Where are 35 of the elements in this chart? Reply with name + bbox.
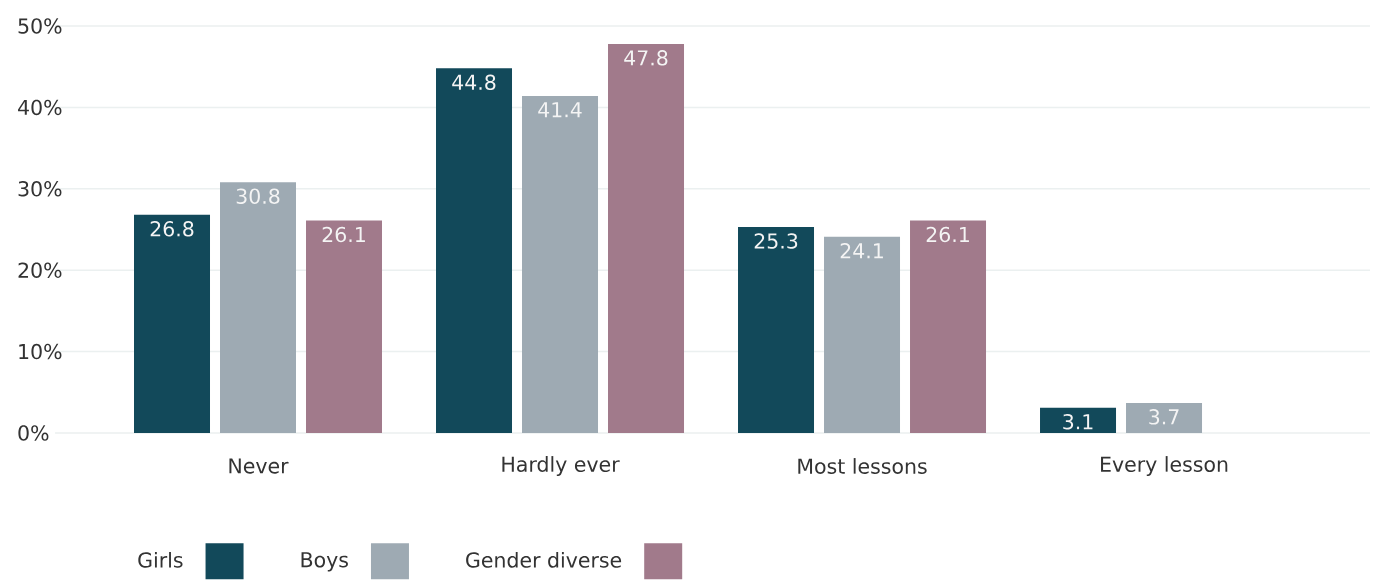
data-label: 24.1 [840,243,883,259]
x-tick-label: Hardly ever [502,456,620,476]
bar [134,214,210,433]
data-label: 44.8 [452,74,496,91]
y-tick-label: 20% [18,262,62,278]
data-label: 25.3 [754,233,798,249]
bar [824,236,901,433]
legend-label: Gender diverse [466,551,622,568]
data-label: 3.1 [1063,413,1093,430]
bar [1040,407,1117,433]
bar [1126,402,1203,433]
bar [608,43,685,433]
bar [306,220,383,433]
bar [522,96,599,433]
y-tick-label: 30% [18,181,62,197]
y-tick-label: 10% [19,343,62,360]
x-tick-label: Every lesson [1101,456,1228,476]
legend-label: Girls [138,551,183,568]
y-tick-label: 0% [18,425,49,441]
data-label: 26.8 [150,221,194,237]
x-tick-label: Most lessons [798,458,927,474]
data-label: 47.8 [624,50,668,66]
legend-label: Boys [301,552,348,572]
bar [910,220,987,433]
x-tick-label: Never [229,458,289,474]
y-tick-label: 40% [18,99,62,116]
data-label: 26.1 [322,226,365,243]
bar [436,68,513,433]
data-label: 3.7 [1149,409,1179,425]
y-tick-label: 50% [18,18,62,34]
bar [220,182,297,433]
data-label: 30.8 [236,188,280,204]
data-label: 41.4 [538,102,582,118]
bar [738,227,815,433]
data-label: 26.1 [926,226,969,243]
